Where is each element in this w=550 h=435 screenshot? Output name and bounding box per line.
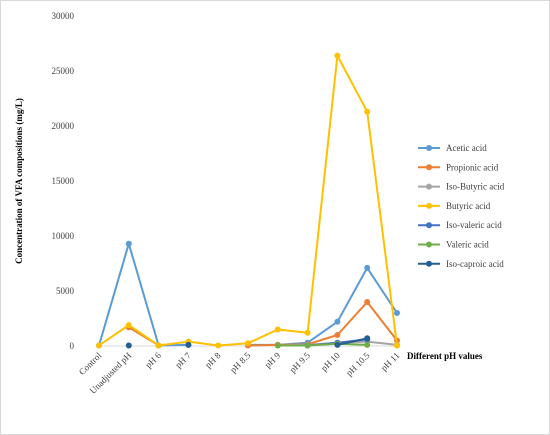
- data-point: [125, 322, 132, 329]
- legend-label: Iso-valeric acid: [446, 220, 502, 230]
- data-point: [125, 240, 132, 247]
- y-tick-label: 0: [70, 341, 75, 351]
- series-group: [96, 52, 400, 349]
- series-butyric-acid: [96, 52, 400, 349]
- legend-label: Valeric acid: [446, 240, 489, 250]
- data-point: [364, 335, 371, 342]
- legend-item: Butyric acid: [418, 201, 491, 211]
- x-tick-label: pH 10: [319, 350, 342, 373]
- data-point: [155, 342, 162, 349]
- legend-label: Propionic acid: [446, 162, 499, 172]
- legend-label: Acetic acid: [446, 143, 487, 153]
- series-iso-caproic-acid: [125, 335, 371, 349]
- series-line: [98, 54, 398, 347]
- data-point: [125, 342, 132, 349]
- x-tick-label: pH 10.5: [344, 350, 372, 378]
- data-point: [274, 342, 281, 349]
- legend-swatch-marker: [426, 145, 432, 151]
- x-tick-label: Control: [77, 350, 104, 377]
- data-point: [215, 342, 222, 349]
- series-acetic-acid: [96, 240, 400, 349]
- legend-swatch-marker: [426, 222, 432, 229]
- legend-label: Iso-Butyric acid: [446, 182, 505, 192]
- y-tick-label: 10000: [52, 231, 75, 241]
- data-point: [334, 332, 341, 338]
- legend-label: Butyric acid: [446, 201, 491, 211]
- legend-swatch-marker: [426, 164, 432, 171]
- legend-item: Iso-Butyric acid: [418, 182, 505, 192]
- data-point: [185, 341, 192, 348]
- data-point: [304, 329, 311, 336]
- y-axis-title: Concentration of VFA compositions (mg/L): [14, 98, 24, 264]
- legend-item: Valeric acid: [418, 240, 489, 250]
- legend-swatch-marker: [426, 241, 432, 248]
- y-tick-label: 5000: [56, 286, 75, 296]
- data-point: [304, 342, 311, 349]
- x-tick-label: pH 7: [173, 350, 193, 370]
- legend-swatch-marker: [426, 202, 432, 209]
- legend-item: Iso-valeric acid: [418, 220, 502, 230]
- series-line: [277, 342, 368, 347]
- legend: Acetic acid Propionic acid Iso-Butyric aci…: [418, 143, 505, 269]
- data-point: [394, 310, 400, 316]
- data-point: [364, 108, 371, 115]
- y-tick-label: 25000: [52, 66, 75, 76]
- series-line: [247, 301, 398, 347]
- x-tick-label: pH 6: [143, 350, 163, 370]
- data-point: [96, 342, 102, 349]
- data-point: [334, 341, 341, 348]
- y-tick-label: 20000: [52, 121, 75, 131]
- x-tick-label: pH 8: [203, 350, 223, 370]
- series-line: [98, 242, 189, 347]
- data-point: [394, 342, 400, 349]
- x-tick-label: pH 9: [263, 350, 283, 370]
- data-point: [364, 264, 371, 271]
- legend-swatch-marker: [426, 183, 432, 190]
- x-tick-label: pH 9.5: [288, 350, 313, 375]
- data-point: [274, 326, 281, 333]
- data-point: [334, 52, 341, 59]
- y-axis-ticks: 0 5000 10000 15000 20000 25000 30000: [52, 11, 75, 351]
- data-point: [364, 341, 371, 348]
- data-point: [364, 299, 371, 305]
- y-tick-label: 30000: [52, 11, 75, 21]
- series-line: [337, 337, 368, 346]
- legend-item: Acetic acid: [418, 143, 487, 153]
- data-point: [245, 340, 251, 347]
- x-axis-title: Different pH values: [407, 351, 483, 361]
- legend-item: Iso-caproic acid: [418, 259, 504, 269]
- x-tick-label: pH 8.5: [228, 350, 253, 375]
- legend-swatch-marker: [426, 260, 432, 267]
- legend-item: Propionic acid: [418, 162, 499, 172]
- data-point: [334, 318, 341, 325]
- y-tick-label: 15000: [52, 176, 75, 186]
- legend-label: Iso-caproic acid: [446, 259, 504, 269]
- x-tick-label: pH 11: [379, 350, 402, 373]
